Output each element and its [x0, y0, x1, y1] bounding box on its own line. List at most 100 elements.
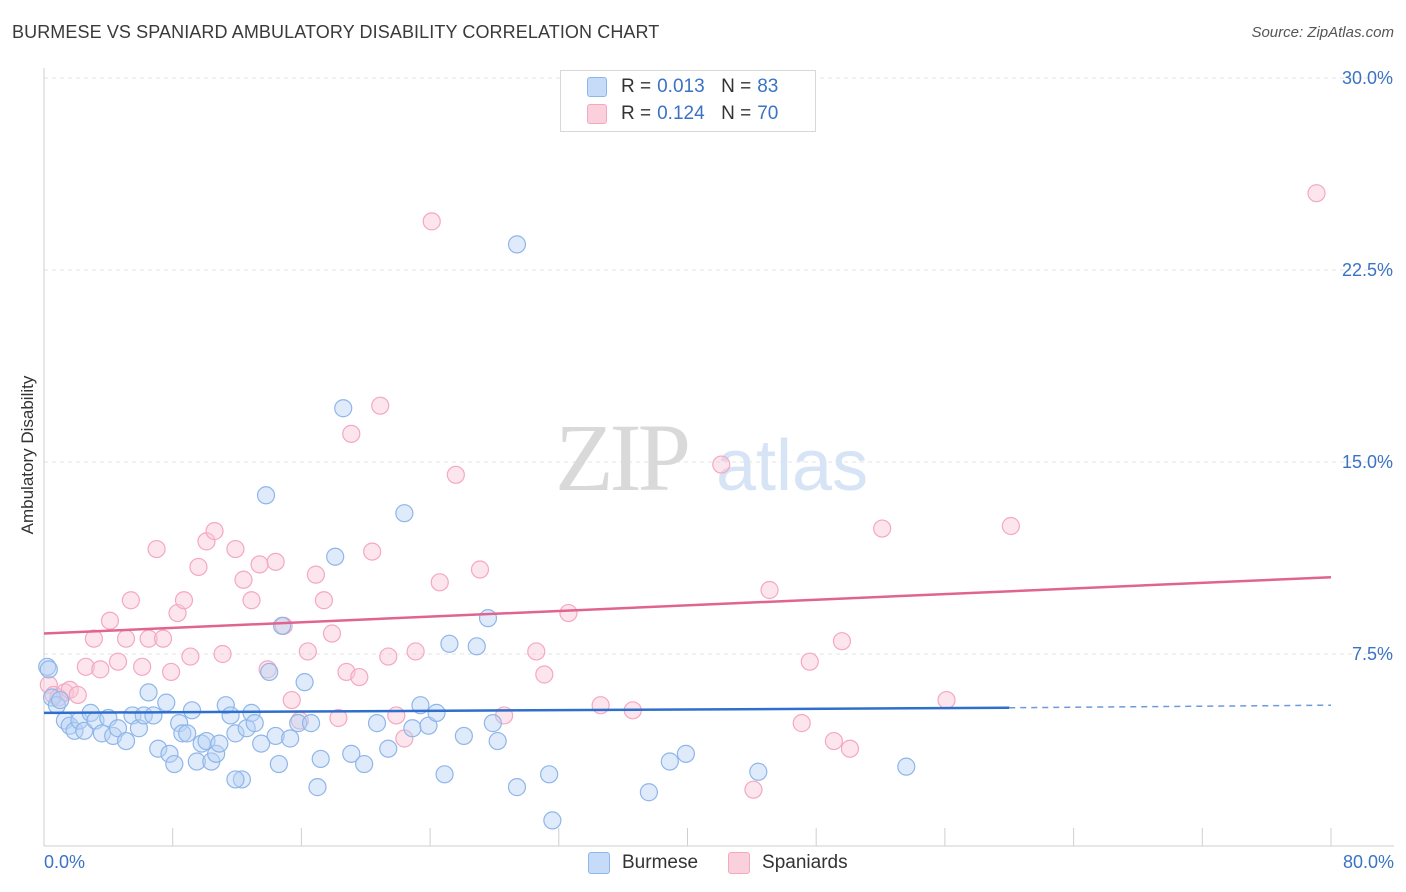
data-point — [234, 570, 253, 589]
data-point — [269, 754, 288, 774]
data-point — [435, 765, 454, 784]
data-point — [712, 455, 731, 474]
legend-r-value: 0.124 — [657, 103, 705, 124]
data-point — [314, 591, 334, 610]
data-point — [187, 752, 206, 771]
data-point — [173, 724, 192, 743]
data-point — [440, 634, 459, 653]
data-point — [60, 716, 79, 735]
data-point — [281, 729, 300, 748]
data-point — [411, 696, 430, 715]
data-point — [430, 573, 449, 592]
data-point — [92, 724, 112, 743]
data-point — [507, 235, 527, 254]
data-point — [210, 734, 229, 753]
legend-swatch-burmese — [588, 852, 610, 874]
data-point — [65, 721, 84, 740]
legend-row-spaniards: R = 0.124 N = 70 — [587, 102, 778, 126]
watermark-atlas: atlas — [716, 426, 868, 506]
data-point — [334, 399, 353, 418]
legend-label-burmese: Burmese — [622, 852, 699, 873]
legend-swatch-spaniards — [728, 852, 751, 874]
data-point — [226, 724, 245, 743]
watermark-zip: ZIP — [555, 404, 688, 511]
data-point — [153, 629, 173, 648]
y-tick-label: 7.5% — [1352, 644, 1393, 664]
trend-line-burmese-extension — [1009, 704, 1332, 709]
data-point — [873, 519, 892, 538]
data-point — [832, 632, 852, 651]
data-point — [161, 662, 181, 682]
data-point — [182, 701, 202, 720]
data-point — [133, 657, 152, 676]
data-point — [470, 560, 490, 579]
data-point — [272, 616, 292, 635]
series-legend: Burmese Spaniards — [588, 852, 878, 874]
data-point — [232, 770, 251, 789]
data-point — [488, 731, 507, 751]
data-point — [282, 690, 301, 710]
y-tick-label: 22.5% — [1342, 260, 1393, 280]
data-point — [350, 667, 369, 687]
data-point — [467, 637, 486, 656]
data-point — [897, 757, 916, 776]
data-point — [91, 660, 110, 679]
legend-swatch-spaniards — [587, 104, 607, 124]
legend-n-label: N = — [721, 76, 752, 97]
stats-legend: R = 0.013 N = 83 R = 0.124 N = 70 — [560, 70, 816, 132]
data-point — [446, 465, 465, 484]
data-point — [363, 542, 382, 561]
data-point — [406, 642, 425, 661]
legend-n-value: 83 — [757, 76, 779, 97]
data-point — [260, 662, 279, 682]
data-point — [937, 690, 956, 710]
data-point — [189, 557, 208, 577]
data-point — [50, 690, 70, 710]
data-point — [379, 647, 398, 666]
data-point — [295, 673, 314, 692]
trend-line-burmese — [43, 706, 1010, 715]
legend-item-spaniards: Spaniards — [728, 852, 848, 874]
data-point — [535, 665, 554, 684]
data-point — [543, 811, 562, 830]
y-tick-label: 30.0% — [1342, 68, 1393, 88]
data-point — [403, 719, 422, 738]
x-tick-label-max: 80.0% — [1342, 852, 1394, 872]
data-point — [221, 706, 240, 725]
data-point — [1001, 516, 1020, 536]
data-point — [226, 770, 245, 789]
data-point — [824, 731, 843, 751]
data-point — [157, 693, 176, 712]
data-point — [306, 565, 325, 584]
trend-line-spaniards — [43, 575, 1332, 635]
series-burmese — [38, 235, 916, 830]
data-point — [559, 603, 578, 623]
data-point — [108, 652, 128, 671]
data-point — [329, 708, 348, 728]
data-point — [379, 739, 398, 758]
data-point — [660, 752, 679, 771]
data-point — [181, 647, 200, 666]
data-point — [395, 504, 414, 523]
data-point — [483, 714, 502, 733]
data-point — [289, 714, 308, 733]
data-point — [419, 716, 438, 735]
legend-swatch-burmese — [587, 77, 607, 97]
data-point — [165, 754, 184, 774]
legend-row-burmese: R = 0.013 N = 83 — [587, 75, 778, 99]
legend-label-spaniards: Spaniards — [762, 852, 848, 873]
gridlines — [44, 77, 1394, 655]
data-point — [116, 731, 136, 751]
data-point — [121, 591, 140, 610]
legend-r-label: R = — [621, 103, 652, 124]
data-point — [108, 719, 128, 738]
trend-lines — [43, 575, 1332, 715]
data-point — [1307, 184, 1326, 203]
legend-r-value: 0.013 — [657, 76, 705, 97]
data-point — [245, 714, 264, 733]
data-point — [760, 580, 779, 600]
data-point — [326, 547, 345, 566]
data-point — [301, 714, 321, 733]
data-point — [147, 539, 166, 559]
